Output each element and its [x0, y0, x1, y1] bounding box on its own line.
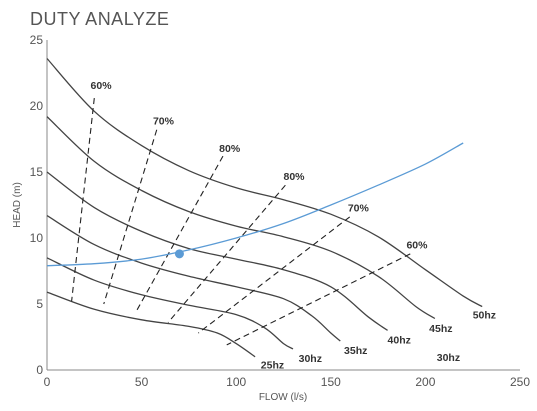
chart-title: DUTY ANALYZE [30, 9, 170, 29]
frequency-label: 35hz [344, 345, 367, 357]
pump-curves [46, 58, 483, 358]
y-tick-labels: 0 5 10 15 20 25 [30, 33, 44, 377]
pump-curve-40hz [46, 171, 388, 331]
x-tick-label: 100 [226, 375, 246, 389]
efficiency-line-60pct [226, 253, 411, 346]
x-tick-label: 0 [44, 375, 51, 389]
efficiency-line-70pct [103, 129, 158, 305]
curve-labels: 50hz 45hz 40hz 35hz 30hz 25hz 30hz 60% 70% 80% 80%… [91, 80, 497, 372]
x-axis-title: FLOW (l/s) [259, 392, 307, 403]
pump-curve-45hz [46, 116, 436, 320]
frequency-label: 45hz [429, 323, 452, 335]
system-curve [46, 142, 464, 267]
efficiency-label: 70% [348, 203, 370, 215]
system-curve-group [46, 142, 464, 267]
pump-curve-50hz [46, 58, 483, 308]
efficiency-label: 80% [219, 143, 241, 155]
efficiency-line-70pct [198, 216, 351, 334]
frequency-label: 40hz [388, 335, 411, 347]
efficiency-line-80pct [167, 184, 286, 323]
frequency-label: 50hz [473, 310, 496, 322]
grid-axes [46, 40, 520, 371]
frequency-label: 25hz [261, 360, 284, 372]
efficiency-label: 80% [284, 171, 306, 183]
frequency-label: 30hz [299, 353, 322, 365]
efficiency-label: 70% [153, 116, 175, 128]
y-tick-label: 15 [30, 165, 44, 179]
y-tick-label: 5 [36, 297, 43, 311]
x-tick-label: 250 [510, 375, 530, 389]
x-tick-label: 200 [415, 375, 435, 389]
frequency-label: 30hz [437, 352, 460, 364]
efficiency-lines [71, 98, 411, 346]
pump-curve-30hz [46, 257, 294, 350]
y-tick-label: 0 [36, 363, 43, 377]
efficiency-line-60pct [71, 98, 95, 302]
y-axis-title: HEAD (m) [12, 182, 23, 228]
pump-curve-35hz [46, 215, 341, 342]
pump-curve-25hz [46, 291, 256, 358]
y-tick-label: 10 [30, 231, 44, 245]
y-tick-label: 20 [30, 99, 44, 113]
x-tick-labels: 0 50 100 150 200 250 [44, 375, 531, 389]
efficiency-label: 60% [406, 240, 428, 252]
x-tick-label: 150 [321, 375, 341, 389]
x-tick-label: 50 [135, 375, 149, 389]
y-tick-label: 25 [30, 33, 44, 47]
duty-point-marker [174, 249, 184, 259]
efficiency-label: 60% [91, 80, 113, 92]
